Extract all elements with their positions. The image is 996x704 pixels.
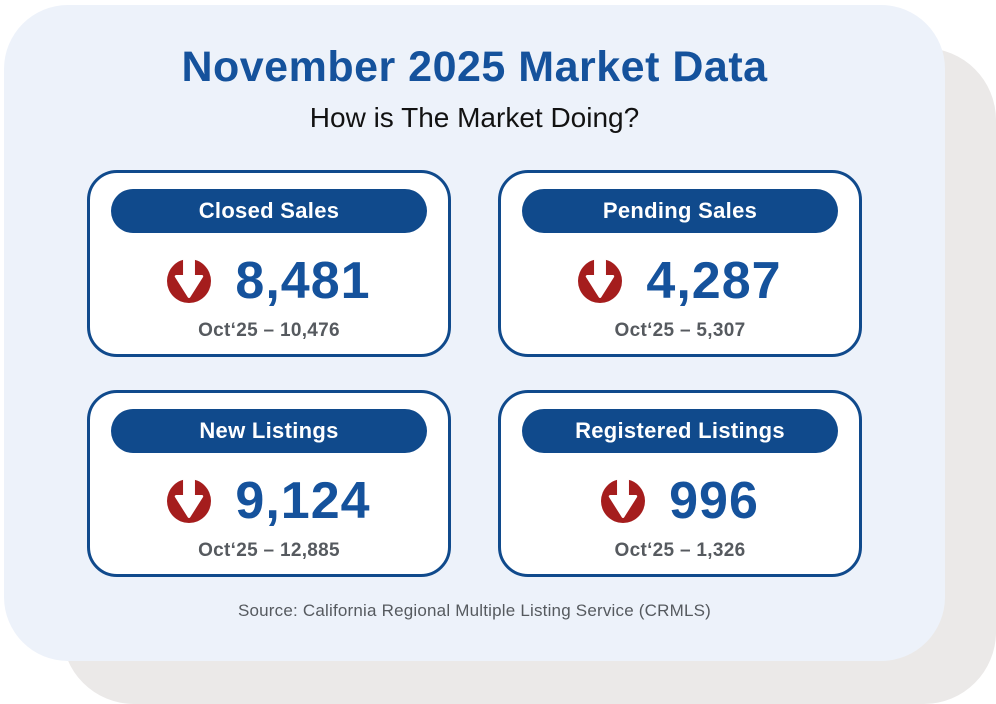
stat-card-header: Registered Listings bbox=[522, 409, 838, 453]
stat-value: 4,287 bbox=[646, 252, 782, 310]
stat-card-header: Closed Sales bbox=[111, 189, 427, 233]
page-title: November 2025 Market Data bbox=[181, 43, 768, 91]
stat-card-grid: Closed Sales 8,481 Oct‘25 – 10,476 Pendi… bbox=[4, 170, 945, 577]
stat-value-row: 996 bbox=[601, 475, 759, 527]
stat-card-header: New Listings bbox=[111, 409, 427, 453]
previous-month-value: Oct‘25 – 5,307 bbox=[614, 320, 746, 341]
stat-value-row: 9,124 bbox=[167, 475, 370, 527]
stat-card-closed-sales: Closed Sales 8,481 Oct‘25 – 10,476 bbox=[87, 170, 451, 357]
stat-card-label: Pending Sales bbox=[602, 198, 758, 223]
down-arrow-icon bbox=[601, 479, 646, 523]
data-source-note: Source: California Regional Multiple Lis… bbox=[237, 601, 712, 620]
stat-value: 996 bbox=[669, 472, 759, 530]
stat-value: 9,124 bbox=[235, 472, 371, 530]
previous-month-value: Oct‘25 – 10,476 bbox=[198, 320, 340, 341]
stat-card-label: Closed Sales bbox=[198, 198, 340, 223]
stat-card-label: New Listings bbox=[199, 418, 339, 443]
stat-value-row: 8,481 bbox=[167, 255, 370, 307]
stat-card-label: Registered Listings bbox=[575, 418, 785, 443]
previous-month-value: Oct‘25 – 12,885 bbox=[198, 540, 340, 561]
stat-card-new-listings: New Listings 9,124 Oct‘25 – 12,885 bbox=[87, 390, 451, 577]
stat-card-registered-listings: Registered Listings 996 Oct‘25 – 1,326 bbox=[498, 390, 862, 577]
down-arrow-icon bbox=[167, 259, 212, 303]
down-arrow-icon bbox=[167, 479, 212, 523]
stat-value-row: 4,287 bbox=[578, 255, 781, 307]
page-subtitle: How is The Market Doing? bbox=[309, 102, 640, 133]
stat-value: 8,481 bbox=[235, 252, 371, 310]
previous-month-value: Oct‘25 – 1,326 bbox=[614, 540, 746, 561]
down-arrow-icon bbox=[578, 259, 623, 303]
stat-card-header: Pending Sales bbox=[522, 189, 838, 233]
stat-card-pending-sales: Pending Sales 4,287 Oct‘25 – 5,307 bbox=[498, 170, 862, 357]
market-data-panel: November 2025 Market Data How is The Mar… bbox=[4, 5, 945, 661]
